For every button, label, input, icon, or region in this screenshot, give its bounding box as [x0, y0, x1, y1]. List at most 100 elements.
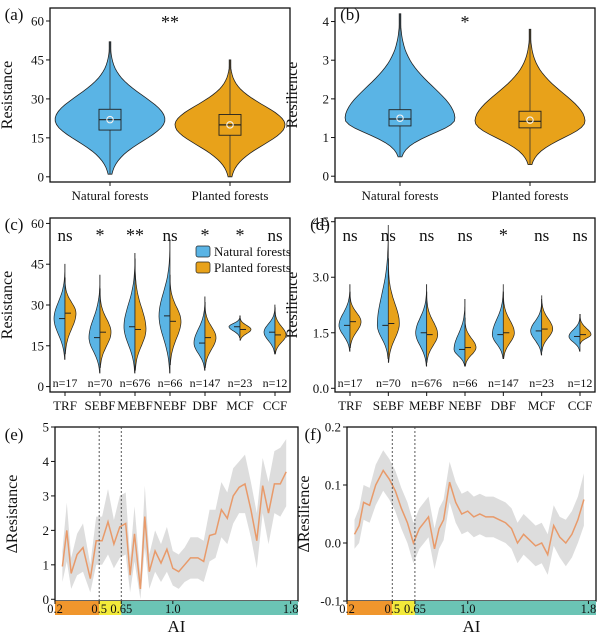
panel-d-n-label-6: n=12: [568, 376, 593, 390]
panel-b-mean-1: [526, 116, 534, 124]
panel-d-violin-natural-6: [568, 313, 581, 352]
panel-c-ytick-label-1: 15: [31, 338, 44, 353]
panel-d-ytick-label-0: 0.0: [313, 381, 329, 396]
panel-a-ytick-label-2: 30: [31, 91, 44, 106]
legend-label-1: Planted forests: [214, 260, 291, 275]
legend-swatch-1: [195, 261, 211, 274]
panel-e-xtick-label-3: 1.0: [165, 602, 181, 616]
panel-c-xtick-label-5: MCF: [226, 398, 253, 413]
panel-d-violin-natural-5: [530, 299, 543, 356]
panel-f-ai-bar-segment-1: [392, 601, 415, 615]
panel-b-box-0: [388, 109, 412, 127]
panel-f-xtick-label-3: 1.0: [460, 602, 476, 616]
panel-c-violin-planted-6: [274, 307, 287, 355]
panel-c-ytick-label-2: 30: [31, 298, 44, 313]
panel-f-ytick-label-1: 0.0: [325, 536, 341, 551]
panel-f-xlabel: AI: [463, 617, 481, 636]
panel-f-xtick-label-2: 0.65: [404, 602, 426, 616]
panel-f-ai-bar-segment-0: [347, 601, 393, 615]
panel-e-ytick-label-2: 2: [43, 523, 50, 538]
panel-c-violin-natural-4: [193, 296, 206, 371]
panel-f-ai-bar-segment-2: [414, 601, 596, 615]
panel-f-xtick-label-4: 1.8: [581, 602, 597, 616]
panel-d-n-label-2: n=676: [411, 376, 442, 390]
panel-f-ytick-label-0: -0.1: [320, 594, 341, 609]
panel-c-panel-label: (c): [5, 215, 24, 234]
panel-e-ai-bar-segment-0: [55, 601, 100, 615]
panel-a-xtick-label-0: Natural forests: [72, 188, 149, 203]
panel-d-n-label-1: n=70: [376, 376, 401, 390]
panel-a-panel-label: (a): [5, 5, 24, 24]
panel-c-violin-natural-2: [123, 252, 136, 374]
panel-e-xtick-label-4: 1.8: [283, 602, 299, 616]
panel-c-ytick-label-0: 0: [38, 379, 45, 394]
panel-c-violin-planted-4: [204, 301, 217, 368]
panel-d-xtick-label-1: SEBF: [373, 398, 404, 413]
panel-b-ytick-label-3: 3: [323, 53, 330, 68]
panel-c-ytick-label-4: 60: [31, 216, 44, 231]
panel-c-significance-6: ns: [267, 226, 282, 245]
panel-c-violin-planted-0: [64, 277, 77, 355]
panel-d-violin-planted-6: [579, 313, 592, 345]
panel-e-ytick-label-0: 0: [43, 592, 50, 607]
panel-f-ytick-label-2: 0.1: [325, 478, 341, 493]
panel-b-significance: *: [461, 12, 470, 32]
panel-c-ytick-label-3: 45: [31, 257, 44, 272]
panel-a-mean-0: [106, 115, 114, 124]
panel-d-violin-planted-1: [387, 258, 400, 363]
panel-d-panel-label: (d): [310, 215, 330, 234]
panel-c-xtick-label-6: CCF: [263, 398, 288, 413]
panel-d-violin-planted-4: [502, 291, 515, 360]
panel-d-significance-1: ns: [381, 226, 396, 245]
panel-d-xtick-label-3: NEBF: [448, 398, 481, 413]
panel-d-violin-natural-0: [338, 284, 351, 352]
panel-c-violin-natural-0: [53, 263, 66, 360]
panel-a-ytick-label-1: 15: [31, 130, 44, 145]
panel-c-violin-planted-1: [99, 288, 112, 368]
panel-d-n-label-3: n=66: [453, 376, 478, 390]
panel-a-frame: [49, 7, 291, 183]
panel-e-ai-bar-segment-1: [99, 601, 122, 615]
panel-e-ytick-label-3: 3: [43, 488, 50, 503]
panel-a-significance: **: [161, 12, 179, 32]
panel-c-xtick-label-1: SEBF: [84, 398, 115, 413]
panel-a-ytick-label-3: 45: [31, 52, 44, 67]
panel-a-ytick-label-4: 60: [31, 13, 44, 28]
panel-d-xtick-label-0: TRF: [338, 398, 362, 413]
panel-d-significance-2: ns: [419, 226, 434, 245]
panel-f-ylabel: ΔResilience: [296, 476, 313, 553]
panel-d-xtick-label-6: CCF: [568, 398, 593, 413]
panel-d-xtick-label-2: MEBF: [409, 398, 444, 413]
panel-d-violin-natural-3: [453, 299, 466, 367]
panel-d-violin-planted-5: [541, 295, 554, 352]
panel-c-violin-natural-1: [88, 274, 101, 374]
panel-e-ytick-label-4: 4: [43, 454, 50, 469]
panel-a-xtick-label-1: Planted forests: [192, 188, 269, 203]
panel-d-n-label-4: n=147: [488, 376, 519, 390]
panel-c-xtick-label-0: TRF: [53, 398, 77, 413]
panel-d-xtick-label-5: MCF: [528, 398, 555, 413]
panel-b-mean-0: [396, 114, 404, 122]
panel-c-significance-5: *: [236, 225, 245, 245]
panel-e-ylabel: ΔResistance: [4, 475, 21, 554]
panel-e-panel-label: (e): [5, 425, 24, 444]
panel-d-ytick-label-2: 3.0: [313, 270, 329, 285]
panel-c-violin-natural-6: [263, 304, 276, 355]
panel-d-significance-0: ns: [342, 226, 357, 245]
panel-f-xtick-label-0: 0.2: [339, 602, 355, 616]
panel-e-ai-bar-segment-2: [121, 601, 298, 615]
panel-d-n-label-0: n=17: [338, 376, 363, 390]
panel-c-n-label-6: n=12: [263, 376, 288, 390]
panel-d-ylabel: Resilience: [284, 272, 301, 339]
panel-c-significance-3: ns: [162, 226, 177, 245]
panel-c-significance-1: *: [96, 225, 105, 245]
panel-d-significance-6: ns: [572, 226, 587, 245]
panel-b-xtick-label-1: Planted forests: [492, 188, 569, 203]
panel-c-violin-planted-2: [134, 258, 147, 371]
panel-b-box-1: [518, 110, 542, 129]
panel-d-n-label-5: n=23: [529, 376, 554, 390]
panel-e-ytick-label-1: 1: [43, 557, 50, 572]
panel-c-ylabel: Resistance: [0, 271, 16, 339]
panel-c-xtick-label-3: NEBF: [153, 398, 186, 413]
